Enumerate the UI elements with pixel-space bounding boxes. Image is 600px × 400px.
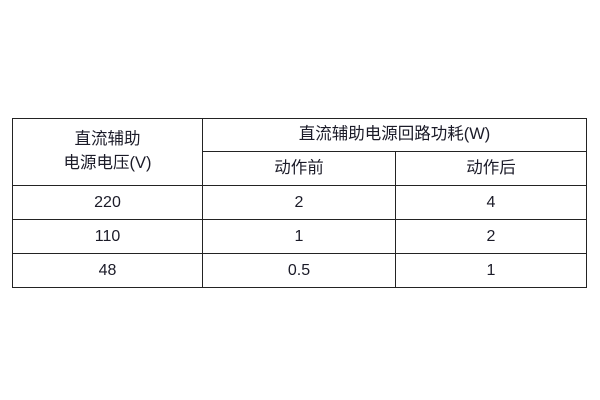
dc-auxiliary-power-table: 直流辅助 电源电压(V) 直流辅助电源回路功耗(W) 动作前 动作后 220 2… (12, 118, 588, 288)
header-voltage-line1: 直流辅助 (74, 130, 141, 149)
cell-after: 1 (394, 253, 588, 288)
table-header-row-primary: 直流辅助 电源电压(V) 直流辅助电源回路功耗(W) (12, 118, 588, 186)
table-header: 直流辅助 电源电压(V) 直流辅助电源回路功耗(W) 动作前 动作后 (12, 118, 588, 186)
cell-before: 2 (202, 185, 396, 220)
table-row: 110 1 2 (12, 219, 588, 254)
cell-voltage: 110 (12, 219, 203, 254)
cell-before: 1 (202, 219, 396, 254)
table-header-row-secondary: 动作前 动作后 (13, 151, 588, 186)
cell-before: 0.5 (202, 253, 396, 288)
header-voltage: 直流辅助 电源电压(V) (12, 118, 203, 186)
cell-voltage: 220 (12, 185, 203, 220)
table-body: 220 2 4 110 1 2 48 0.5 1 (12, 185, 588, 288)
cell-after: 4 (394, 185, 588, 220)
cell-voltage: 48 (12, 253, 203, 288)
header-voltage-line2: 电源电压(V) (63, 154, 152, 172)
cell-after: 2 (394, 219, 588, 254)
header-power-consumption-group: 直流辅助电源回路功耗(W) (201, 118, 588, 152)
header-before-operation: 动作前 (202, 151, 396, 186)
table-row: 220 2 4 (12, 185, 588, 220)
header-after-operation: 动作后 (394, 151, 588, 186)
table-row: 48 0.5 1 (12, 253, 588, 288)
